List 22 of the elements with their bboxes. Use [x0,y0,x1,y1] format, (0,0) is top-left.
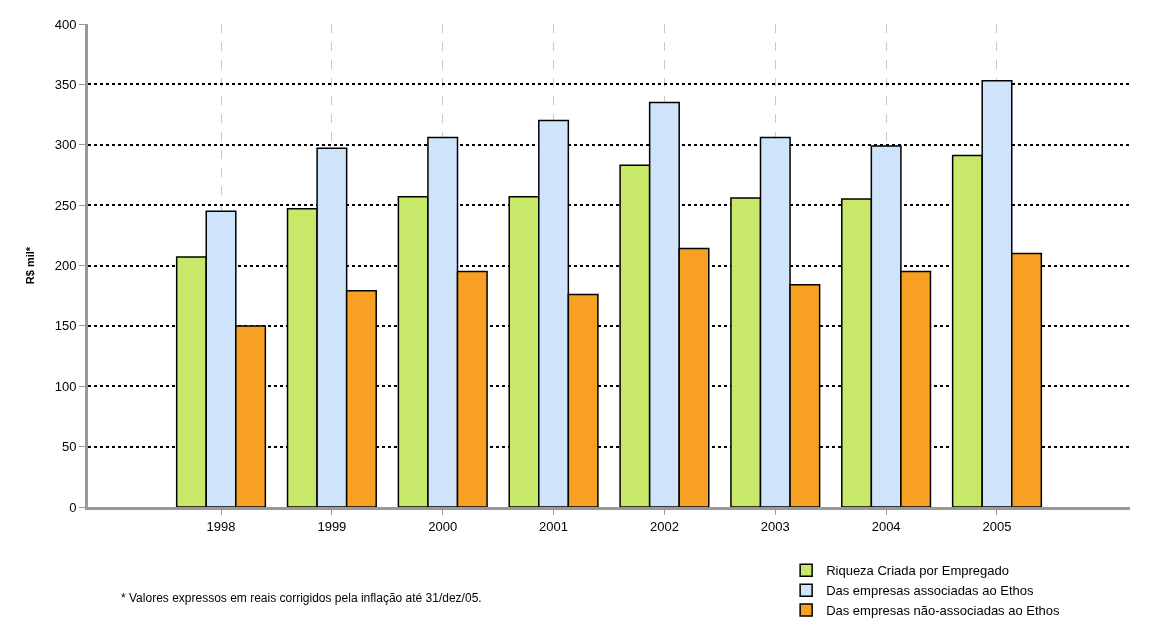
y-tick-label: 300 [54,137,77,153]
x-tick-label: 2003 [760,518,790,534]
x-tick-label: 2005 [982,518,1012,534]
y-tick-label: 250 [54,197,77,213]
y-tick-label: 400 [54,16,77,32]
y-tick-label: 50 [61,439,77,455]
x-tick-label: 1999 [317,518,347,534]
x-tick-label: 2004 [871,518,901,534]
y-tick-label: 0 [69,499,77,515]
x-tick-label: 2002 [649,518,679,534]
text: * Valores expressos em reais corrigidos pela inflação até 31/dez/05. [121,591,482,605]
x-tick-label: 1998 [206,518,236,534]
y-tick-label: 100 [54,378,77,394]
legend-label: Riqueza Criada por Empregado [826,563,1009,579]
y-axis-title: R$ mil* [24,246,37,285]
y-tick-label: 200 [54,258,77,274]
x-tick-label: 2001 [539,518,569,534]
y-tick-label: 350 [54,76,77,92]
x-tick-label: 2000 [428,518,458,534]
legend-label: Das empresas não-associadas ao Ethos [826,603,1061,619]
y-tick-label: 150 [54,318,77,334]
legend-label: Das empresas associadas ao Ethos [826,583,1035,599]
